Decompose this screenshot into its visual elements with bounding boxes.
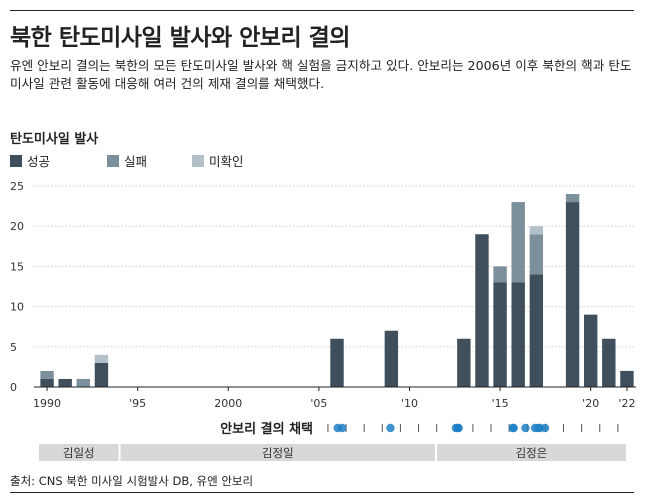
bar-segment-success xyxy=(565,202,580,387)
legend-label-unknown: 미확인 xyxy=(209,154,244,169)
bar-segment-success xyxy=(529,274,544,387)
bar-segment-success xyxy=(330,338,344,387)
x-tick-label: '22 xyxy=(618,397,635,410)
resolution-marker xyxy=(454,423,463,433)
x-tick-label: '10 xyxy=(401,397,418,410)
x-tick-label: '95 xyxy=(129,397,146,410)
bottom-rule xyxy=(10,492,634,493)
y-tick-label: 5 xyxy=(10,341,17,354)
leader-label: 김일성 xyxy=(63,446,95,460)
bar-segment-success xyxy=(58,378,72,387)
leader-band xyxy=(120,444,435,461)
y-tick-label: 15 xyxy=(10,260,24,273)
bar-segment-success xyxy=(457,338,471,387)
leader-band xyxy=(39,444,119,461)
x-tick-label: 2000 xyxy=(214,397,242,410)
bar-segment-unknown xyxy=(529,226,544,235)
bar-segment-failure xyxy=(511,202,525,283)
bar-segment-success xyxy=(384,330,399,387)
bar-segment-failure xyxy=(493,266,507,283)
bar-segment-success xyxy=(620,370,634,387)
resolution-marker xyxy=(509,423,518,433)
y-tick-label: 0 xyxy=(10,381,17,394)
bar-segment-failure xyxy=(76,378,91,387)
resolution-row-label: 안보리 결의 채택 xyxy=(220,421,313,437)
bar-segment-failure xyxy=(565,194,580,203)
bar-segment-success xyxy=(511,282,525,387)
leader-band xyxy=(436,444,626,461)
page-title: 북한 탄도미사일 발사와 안보리 결의 xyxy=(10,25,350,51)
y-tick-label: 25 xyxy=(10,180,24,193)
source-note: 출처: CNS 북한 미사일 시험발사 DB, 유엔 안보리 xyxy=(10,474,254,488)
resolution-marker xyxy=(521,423,530,433)
bar-segment-success xyxy=(493,282,507,387)
bar-segment-unknown xyxy=(94,354,109,363)
bar-segment-success xyxy=(475,234,489,387)
legend-item-failure: 실패 xyxy=(107,151,147,170)
bar-segment-failure xyxy=(529,234,544,275)
bar-segment-failure xyxy=(40,370,54,379)
chart-heading: 탄도미사일 발사 xyxy=(10,132,99,147)
x-tick-label: '15 xyxy=(492,397,509,410)
legend-swatch-unknown xyxy=(192,155,204,167)
resolution-marker xyxy=(540,423,550,433)
legend-label-success: 성공 xyxy=(27,154,51,169)
leader-label: 김정은 xyxy=(516,446,548,460)
legend-item-unknown: 미확인 xyxy=(192,151,244,170)
legend-swatch-success xyxy=(10,155,22,167)
top-rule xyxy=(10,10,634,11)
y-tick-label: 10 xyxy=(10,301,24,314)
leader-label: 김정일 xyxy=(262,446,294,460)
x-tick-label: 1990 xyxy=(33,397,61,410)
x-tick-label: '05 xyxy=(310,397,327,410)
bar-segment-success xyxy=(602,338,616,387)
x-tick-label: '20 xyxy=(582,397,599,410)
y-tick-label: 20 xyxy=(10,220,24,233)
legend-item-success: 성공 xyxy=(10,151,50,170)
bar-segment-success xyxy=(94,362,109,387)
bar-segment-success xyxy=(583,314,598,387)
legend-label-failure: 실패 xyxy=(124,154,148,169)
legend-swatch-failure xyxy=(107,155,119,167)
resolution-marker xyxy=(338,423,347,433)
resolution-marker xyxy=(386,423,395,433)
bar-segment-success xyxy=(40,378,54,387)
subtitle: 유엔 안보리 결의는 북한의 모든 탄도미사일 발사와 핵 실험을 금지하고 있… xyxy=(10,58,632,91)
